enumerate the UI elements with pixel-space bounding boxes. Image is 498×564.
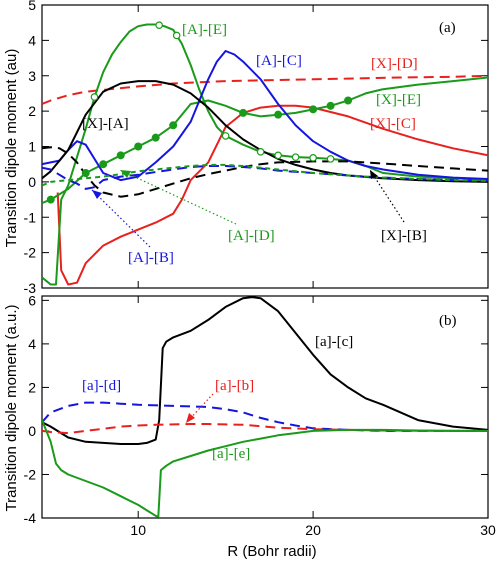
arrowhead-a-d (120, 170, 131, 178)
marker-x-e (46, 195, 55, 204)
series-a-e (42, 23, 488, 286)
marker-x-e (326, 101, 335, 110)
arrow-a-d (119, 169, 237, 225)
ann-x-e: [X]-[E] (376, 92, 421, 108)
series-x-c (56, 104, 488, 286)
marker-x-e (151, 133, 160, 142)
panel-a-ytick-label: -3 (24, 280, 37, 296)
ann-a-e: [A]-[E] (182, 22, 227, 38)
series-a-b (42, 165, 488, 190)
marker-x-e (169, 121, 178, 130)
panel-a: -3 -2 -1 0 1 2 3 4 5 Transition dipole moment (a… (3, 0, 489, 296)
marker-x-e (274, 110, 283, 119)
ann-x-b: [X]-[B] (381, 228, 427, 244)
series-a-d (42, 401, 488, 432)
arrowhead-x-b (370, 170, 378, 179)
series-a-c (42, 296, 488, 445)
ann-a-d: [A]-[D] (228, 228, 275, 244)
ann-x-c: [X]-[C] (370, 116, 416, 132)
panel-b-xtick-label: 20 (305, 522, 321, 538)
panel-b-xtick-label: 10 (130, 522, 146, 538)
marker-a-e (221, 132, 230, 140)
marker-x-e (81, 169, 90, 178)
ann-b-a-c: [a]-[c] (315, 334, 353, 350)
panel-a-ytick-label: 1 (28, 139, 36, 155)
marker-a-e (172, 31, 181, 40)
panel-b: -4 -2 0 2 4 6 10 20 30 Transition dipole moment … (3, 292, 496, 560)
ann-b-a-d: [a]-[d] (82, 378, 121, 394)
panel-a-arrowheads (92, 170, 378, 199)
panel-b-tag: (b) (439, 313, 457, 329)
arrow-a-b (91, 189, 151, 248)
arrowhead-b-a-b (186, 413, 195, 423)
ann-x-d: [X]-[D] (371, 56, 418, 72)
panel-a-ytick-label: 4 (28, 32, 36, 48)
panel-b-ytick-label: 2 (28, 379, 36, 395)
marker-a-e (309, 154, 317, 162)
panel-b-series (42, 296, 488, 518)
panel-a-ytick-label: 0 (28, 174, 36, 190)
series-a-e (42, 419, 488, 518)
marker-a-e (274, 151, 282, 160)
ann-a-c: [A]-[C] (256, 53, 302, 69)
panel-a-tag: (a) (439, 20, 456, 36)
panel-a-ytick-label: 5 (28, 0, 36, 13)
ann-b-a-b: [a]-[b] (215, 378, 254, 394)
panel-a-ytick-label: 3 (28, 68, 36, 84)
series-x-d (42, 74, 488, 105)
marker-x-e (99, 160, 108, 169)
marker-a-e (90, 93, 99, 101)
marker-x-e (239, 108, 248, 117)
series-a-b (42, 423, 488, 435)
panel-b-xlabel: R (Bohr radii) (227, 543, 316, 560)
ann-x-a: [X]-[A] (82, 116, 129, 132)
arrowhead-a-b (92, 190, 102, 199)
marker-x-e (116, 151, 125, 160)
marker-a-e (326, 155, 335, 163)
panel-b-ytick-label: -2 (24, 466, 37, 482)
marker-a-e (155, 21, 163, 29)
ann-b-a-e: [a]-[e] (212, 446, 250, 462)
panel-b-ytick-label: 4 (28, 336, 36, 352)
marker-a-e (291, 153, 300, 161)
panel-a-ylabel: Transition dipole moment (au) (3, 49, 20, 248)
panel-b-ytick-label: -4 (24, 510, 37, 526)
ann-a-b: [A]-[B] (128, 250, 174, 266)
panel-a-markers (46, 21, 353, 204)
panel-b-frame (41, 295, 489, 519)
panel-b-arrow (185, 393, 214, 424)
panel-b-ylabel: Transition dipole moment (a.u.) (3, 304, 20, 511)
panel-a-arrows (91, 169, 405, 248)
panel-b-xtick-label: 30 (480, 522, 496, 538)
panel-a-frame (41, 4, 489, 289)
panel-b-ytick-label: 0 (28, 423, 36, 439)
panel-b-ytick-label: 6 (28, 292, 36, 308)
series-x-b (42, 146, 488, 198)
marker-a-e (256, 148, 265, 156)
panel-b-ticks: -4 -2 0 2 4 6 10 20 30 (24, 292, 496, 538)
panel-a-ytick-label: -1 (24, 209, 37, 225)
panel-a-ytick-label: -2 (24, 245, 37, 261)
marker-x-e (344, 96, 353, 105)
marker-x-e (309, 105, 318, 114)
marker-x-e (134, 142, 143, 151)
panel-a-ytick-label: 2 (28, 103, 36, 119)
